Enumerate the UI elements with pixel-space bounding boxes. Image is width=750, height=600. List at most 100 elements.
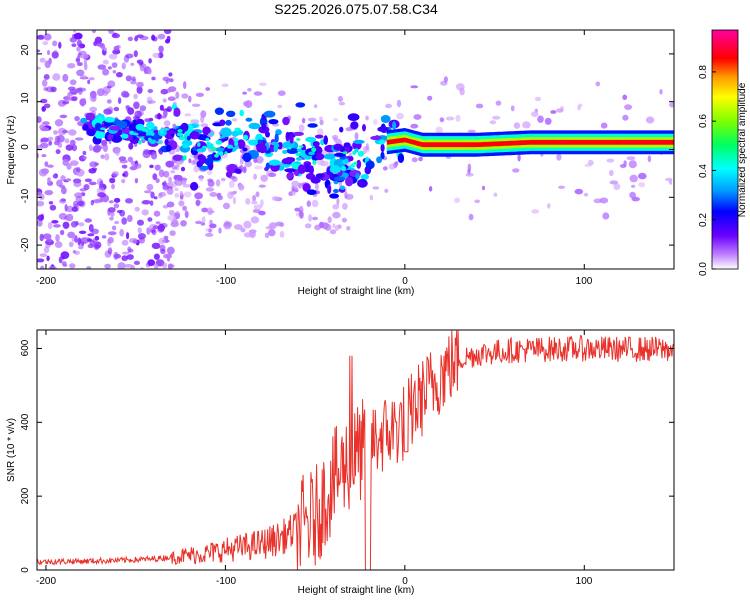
noise-blob	[244, 160, 253, 168]
signal-hotspot	[160, 128, 164, 134]
noise-blob	[62, 129, 69, 134]
signal-blob	[85, 112, 96, 121]
noise-blob	[54, 119, 64, 127]
noise-blob	[304, 223, 312, 229]
signal-blob	[199, 165, 209, 171]
noise-blob	[166, 201, 175, 208]
noise-blob	[74, 137, 84, 141]
noise-blob	[95, 198, 104, 202]
noise-blob	[149, 164, 154, 169]
noise-blob	[67, 231, 76, 239]
signal-hotspot	[378, 140, 386, 145]
noise-blob	[279, 230, 285, 238]
noise-blob	[147, 88, 154, 94]
signal-blob	[94, 131, 106, 139]
noise-blob	[69, 139, 76, 146]
noise-blob	[162, 262, 168, 269]
spectrogram-xtick-label: 100	[576, 276, 593, 287]
noise-blob	[232, 196, 236, 205]
noise-blob	[54, 140, 60, 146]
signal-blob	[111, 135, 123, 143]
noise-blob	[191, 103, 201, 108]
noise-blob	[435, 126, 443, 134]
noise-blob	[162, 253, 170, 259]
signal-blob	[265, 162, 271, 170]
noise-blob	[623, 160, 627, 167]
noise-blob	[624, 104, 633, 110]
spectrogram-marks	[37, 30, 674, 269]
signal-blob	[357, 150, 365, 157]
noise-blob	[158, 169, 165, 178]
noise-blob	[645, 116, 655, 124]
noise-blob	[72, 250, 77, 254]
signal-hotspot	[156, 141, 162, 144]
signal-blob	[297, 164, 306, 174]
noise-blob	[51, 220, 59, 224]
noise-blob	[141, 209, 149, 216]
noise-blob	[151, 76, 156, 81]
signal-blob	[180, 122, 189, 132]
noise-blob	[180, 220, 187, 227]
signal-blob	[186, 135, 191, 141]
noise-blob	[121, 217, 128, 225]
signal-blob	[315, 173, 325, 179]
noise-blob	[46, 255, 50, 262]
noise-blob	[90, 199, 95, 206]
noise-blob	[43, 74, 50, 80]
noise-blob	[87, 233, 95, 237]
signal-blob	[206, 141, 211, 146]
noise-blob	[160, 88, 169, 95]
noise-blob	[115, 148, 120, 157]
noise-blob	[319, 119, 324, 126]
noise-blob	[64, 138, 70, 144]
noise-blob	[481, 185, 486, 191]
signal-blob	[274, 133, 279, 143]
noise-blob	[439, 117, 445, 123]
noise-blob	[168, 72, 173, 77]
noise-blob	[295, 212, 300, 217]
noise-blob	[116, 72, 123, 78]
signal-blob	[146, 121, 155, 129]
noise-blob	[232, 190, 237, 195]
noise-blob	[207, 178, 214, 183]
signal-blob	[94, 122, 102, 131]
noise-blob	[89, 77, 95, 81]
noise-blob	[51, 51, 59, 59]
noise-blob	[243, 220, 252, 229]
noise-blob	[556, 153, 562, 161]
noise-blob	[201, 207, 209, 213]
noise-blob	[253, 91, 263, 96]
signal-hotspot	[354, 148, 359, 153]
noise-blob	[291, 180, 300, 188]
noise-blob	[218, 227, 222, 234]
noise-blob	[136, 59, 141, 64]
signal-blob	[310, 176, 321, 184]
noise-blob	[87, 238, 93, 242]
noise-blob	[139, 35, 149, 41]
noise-blob	[647, 155, 652, 163]
noise-blob	[410, 85, 419, 89]
noise-blob	[111, 183, 115, 190]
snr-panel: -200 -100 0 100 0 200 400 600 Height of …	[6, 329, 675, 596]
noise-blob	[260, 199, 264, 207]
noise-blob	[606, 158, 615, 163]
signal-hotspot	[208, 132, 215, 136]
noise-blob	[629, 174, 638, 183]
noise-blob	[311, 199, 319, 208]
signal-hotspot	[295, 152, 302, 157]
noise-blob	[121, 164, 128, 169]
noise-blob	[308, 214, 313, 222]
noise-blob	[69, 263, 76, 269]
noise-blob	[47, 177, 51, 184]
signal-blob	[172, 154, 183, 161]
noise-blob	[64, 95, 71, 103]
signal-blob	[333, 143, 343, 151]
signal-blob	[315, 153, 325, 161]
noise-blob	[147, 217, 153, 222]
noise-blob	[249, 231, 256, 239]
noise-blob	[60, 198, 66, 202]
signal-blob	[350, 121, 359, 130]
noise-blob	[144, 190, 152, 194]
colorbar-tick-label: 0.8	[698, 65, 709, 79]
noise-blob	[207, 210, 215, 214]
